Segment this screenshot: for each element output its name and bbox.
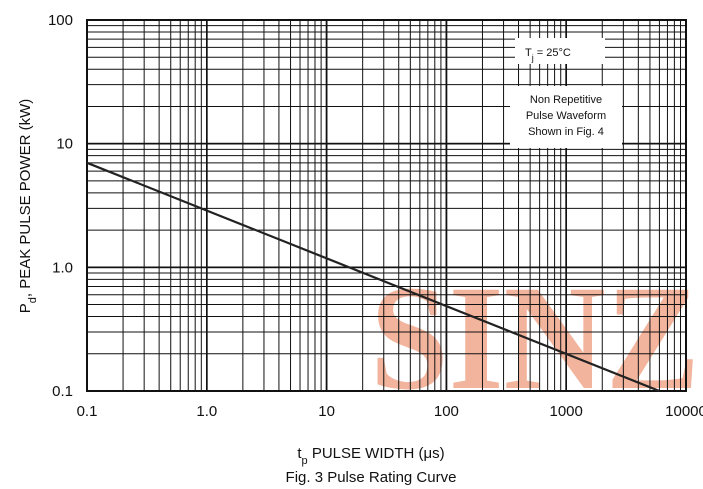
waveform-line-3: Shown in Fig. 4 xyxy=(528,126,604,138)
plot-frame xyxy=(86,19,687,392)
tj-main: T xyxy=(525,47,532,59)
y-axis-title-sub: d xyxy=(27,297,39,303)
x-axis-title-sub: p xyxy=(302,455,308,467)
tj-sub: j xyxy=(531,53,534,63)
tj-rest: = 25°C xyxy=(534,47,571,59)
y-axis-title-rest: , PEAK PULSE POWER (kW) xyxy=(17,99,34,297)
y-axis-title: Pd, PEAK PULSE POWER (kW) xyxy=(17,99,39,314)
x-axis-title-main: t xyxy=(297,445,302,462)
y-tick-label: 0.1 xyxy=(52,383,73,400)
watermark: SINZ xyxy=(370,255,700,421)
waveform-line-2: Pulse Waveform xyxy=(526,110,606,122)
y-tick-label: 1.0 xyxy=(52,259,73,276)
series-line xyxy=(86,161,660,393)
x-tick-label: 100 xyxy=(434,403,459,420)
x-tick-label: 1.0 xyxy=(196,403,217,420)
x-tick-label: 10 xyxy=(318,403,335,420)
x-tick-label: 10000 xyxy=(665,403,703,420)
x-tick-label: 0.1 xyxy=(77,403,98,420)
tj-annotation-box xyxy=(515,38,605,64)
y-tick-label: 10 xyxy=(56,136,73,153)
figure-caption: Fig. 3 Pulse Rating Curve xyxy=(286,469,457,486)
y-axis-title-main: P xyxy=(17,303,34,313)
grid xyxy=(86,19,687,392)
waveform-line-1: Non Repetitive xyxy=(530,94,602,106)
y-tick-label: 100 xyxy=(48,12,73,29)
tick-labels: 0.1 1.0 10 100 1000 10000 0.1 1.0 10 100 xyxy=(48,12,703,420)
x-axis-title-rest: PULSE WIDTH (μs) xyxy=(308,445,445,462)
series-layer xyxy=(86,161,660,393)
waveform-annotation-box xyxy=(510,86,622,148)
x-axis-title: tp PULSE WIDTH (μs) xyxy=(297,445,444,467)
tj-annotation: Tj = 25°C xyxy=(525,47,571,63)
x-tick-label: 1000 xyxy=(550,403,583,420)
